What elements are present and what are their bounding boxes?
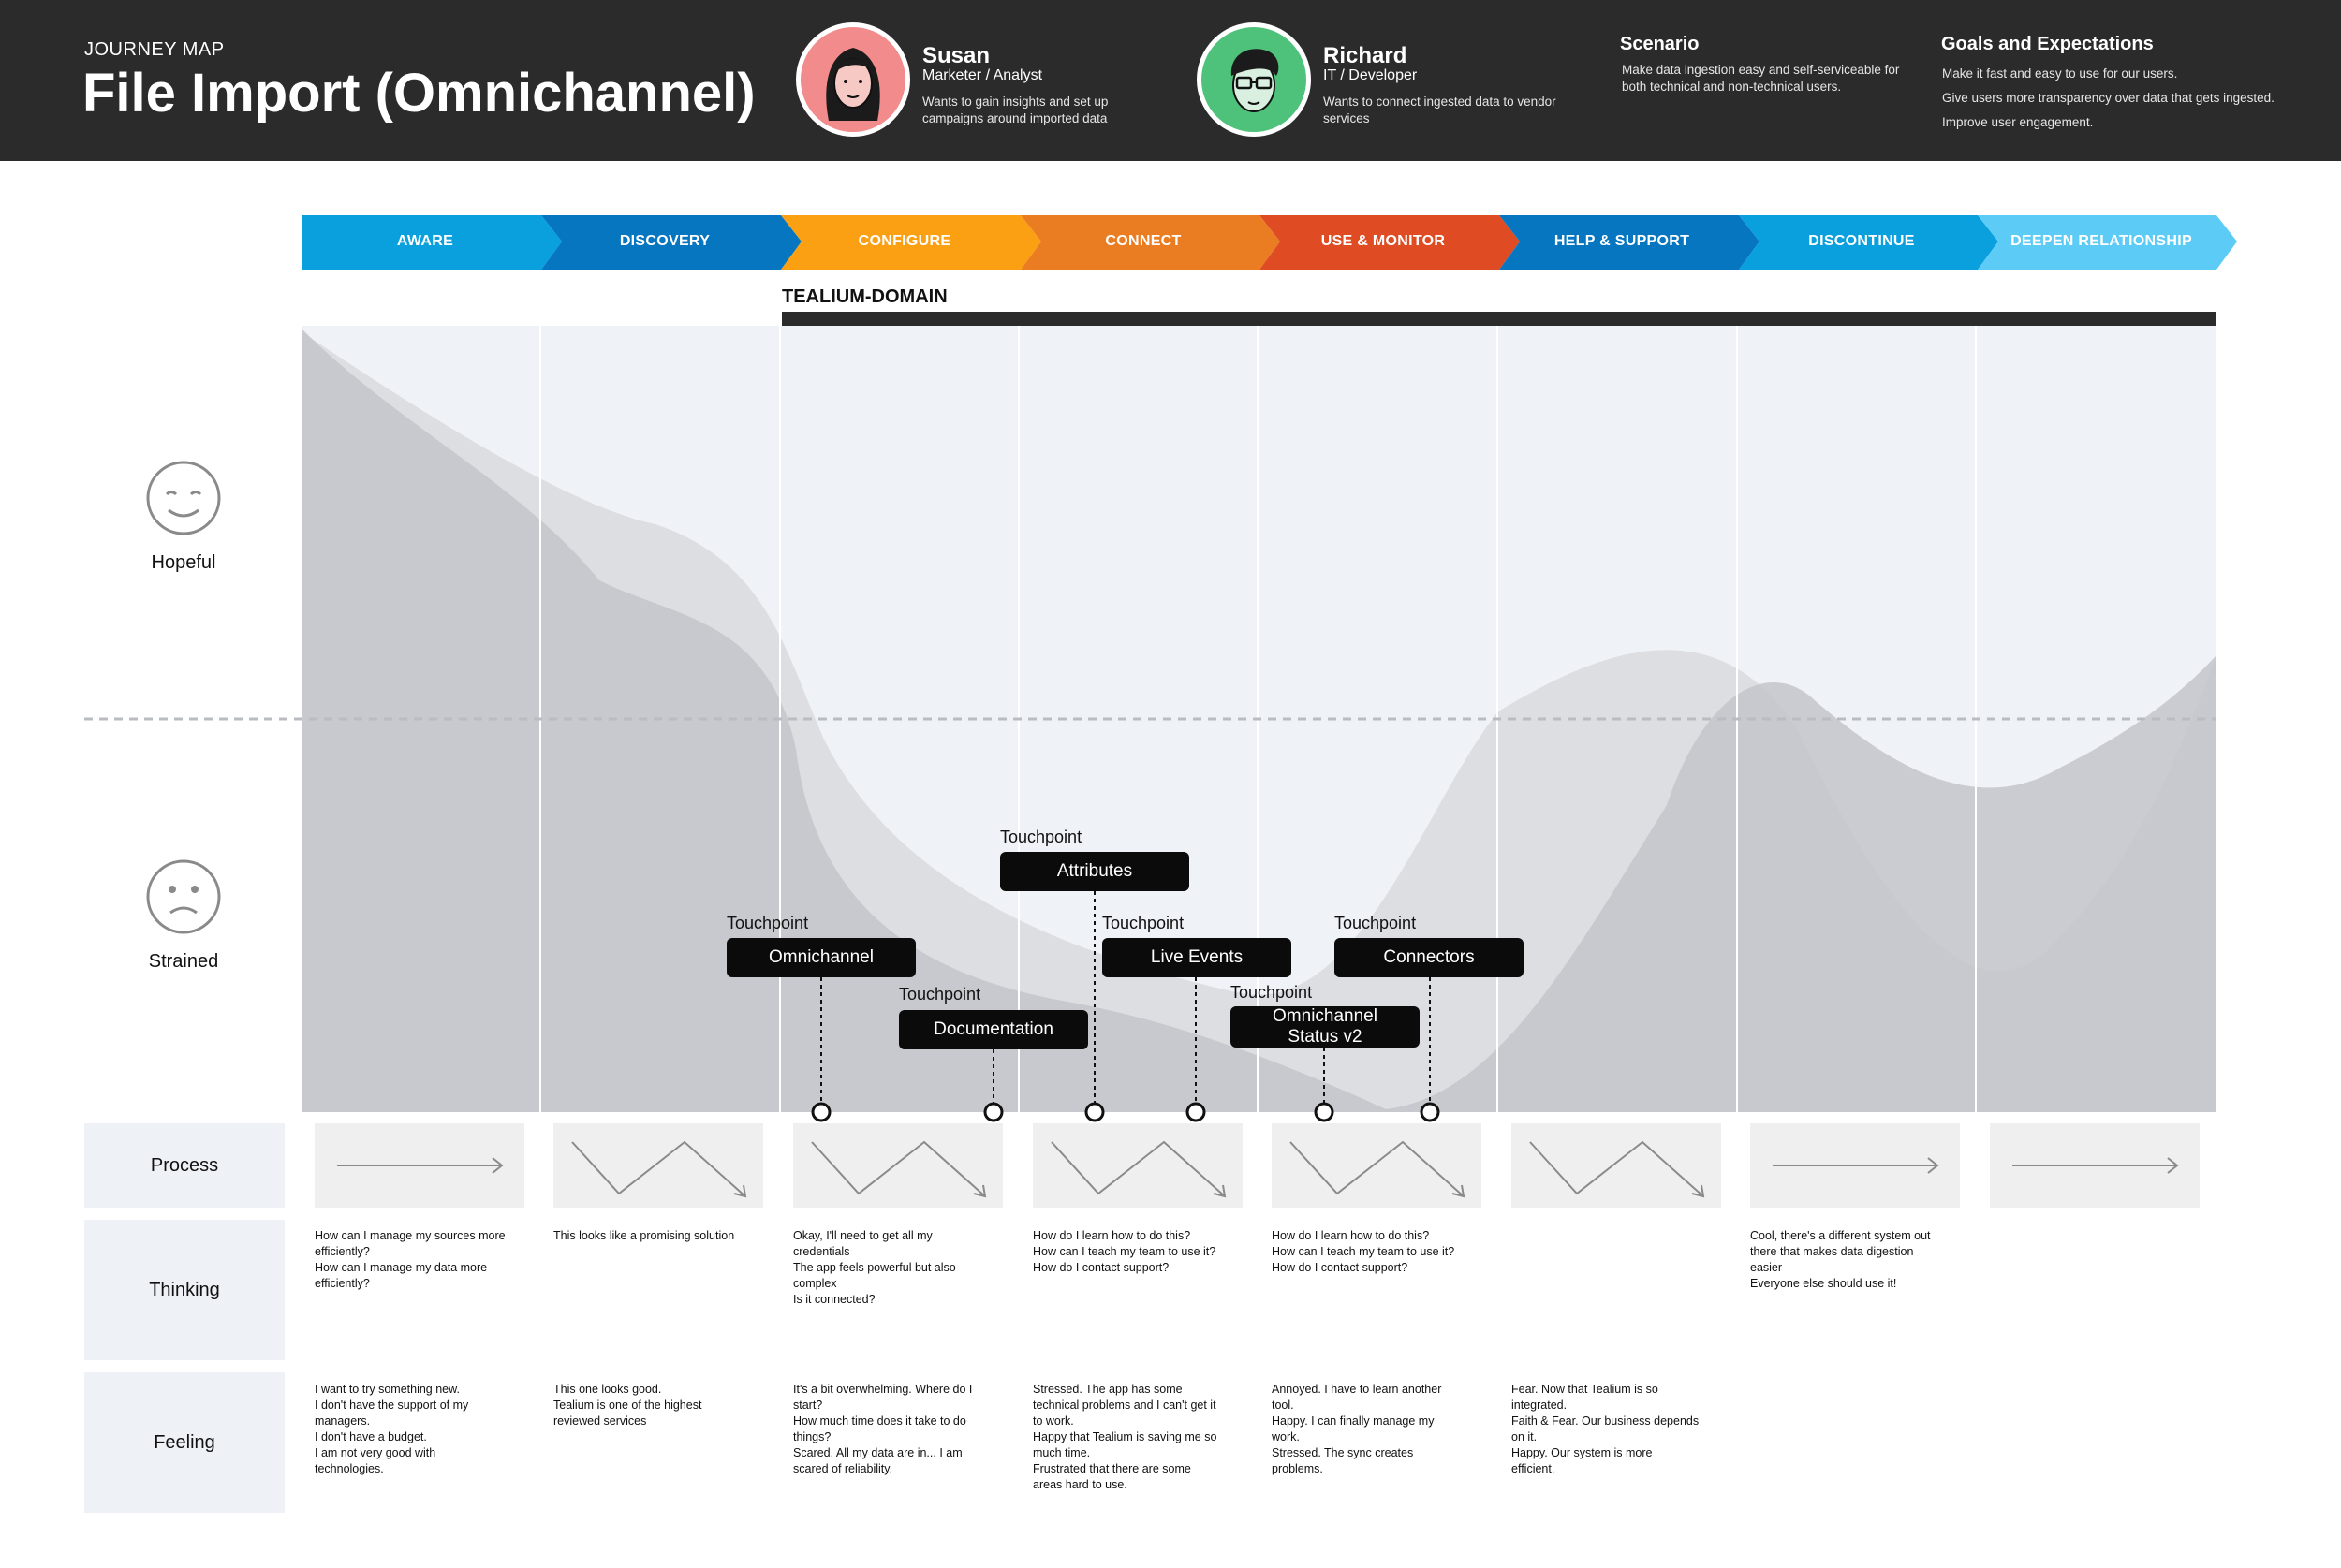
touchpoint-attributes[interactable]: Attributes (1000, 852, 1189, 891)
zigzag-arrow-icon (571, 1140, 747, 1198)
row-label-process: Process (84, 1123, 285, 1208)
process-cell (1990, 1123, 2200, 1208)
process-cell (315, 1123, 524, 1208)
page-title: File Import (Omnichannel) (82, 63, 756, 124)
zigzag-arrow-icon (1529, 1140, 1705, 1198)
process-cell (793, 1123, 1003, 1208)
thinking-discovery: This looks like a promising solution (553, 1229, 735, 1242)
thinking-aware: How can I manage my sources more efficien… (315, 1229, 506, 1290)
feeling-aware: I want to try something new. I don't have… (315, 1383, 469, 1475)
touchpoint-live-events[interactable]: Live Events (1102, 938, 1291, 977)
feeling-connect: Stressed. The app has some technical prob… (1033, 1383, 1217, 1491)
persona-desc-richard: Wants to connect ingested data to vendor… (1323, 95, 1556, 125)
stage-arrow-help-support (1499, 215, 1759, 270)
thinking-configure: Okay, I'll need to get all my credentials… (793, 1229, 956, 1306)
persona-name-richard: Richard (1323, 43, 1407, 68)
feeling-help-support: Fear. Now that Tealium is so integrated. F… (1511, 1383, 1700, 1475)
goals-heading: Goals and Expectations (1941, 34, 2154, 54)
process-cell (1033, 1123, 1243, 1208)
process-cell (1272, 1123, 1481, 1208)
touchpoint-caption: Touchpoint (727, 914, 809, 932)
touchpoint-omnichannel-status-v2[interactable]: Omnichannel Status v2 (1230, 1006, 1420, 1048)
strained-face-icon (146, 859, 221, 934)
arrow-right-icon (1773, 1157, 1939, 1174)
feeling-use-monitor: Annoyed. I have to learn another tool. Hap… (1272, 1383, 1442, 1475)
stage-label-discontinue[interactable]: DISCONTINUE (1808, 233, 1915, 249)
touchpoint-documentation[interactable]: Documentation (899, 1010, 1088, 1049)
touchpoint-markers (811, 1102, 1440, 1122)
row-label-feeling: Feeling (84, 1372, 285, 1513)
stage-label-aware[interactable]: AWARE (396, 233, 454, 249)
stage-arrow-discontinue (1739, 215, 1998, 270)
scenario-heading: Scenario (1620, 34, 1700, 54)
stage-label-help-support[interactable]: HELP & SUPPORT (1553, 233, 1690, 249)
process-cell (1511, 1123, 1721, 1208)
header-bar: JOURNEY MAP File Import (Omnichannel) Su… (0, 0, 2341, 161)
goals-text: Make it fast and easy to use for our use… (1942, 66, 2275, 129)
zigzag-arrow-icon (1289, 1140, 1465, 1198)
process-cell (1750, 1123, 1960, 1208)
stage-arrow-discovery (541, 215, 802, 270)
stage-label-connect[interactable]: CONNECT (1105, 233, 1182, 249)
domain-dividers (1018, 312, 1977, 326)
stage-label-discovery[interactable]: DISCOVERY (619, 233, 711, 249)
persona-role-richard: IT / Developer (1323, 67, 1418, 83)
persona-avatar-richard (1197, 22, 1311, 137)
touchpoint-caption: Touchpoint (1334, 914, 1417, 932)
stage-arrow-aware (302, 215, 562, 270)
zigzag-arrow-icon (1051, 1140, 1227, 1198)
hopeful-face-icon (146, 461, 221, 535)
man-face-icon (1230, 49, 1279, 112)
emotion-label-hopeful: Hopeful (151, 552, 216, 573)
touchpoint-connectors[interactable]: Connectors (1334, 938, 1524, 977)
domain-label: TEALIUM-DOMAIN (782, 286, 948, 307)
thinking-connect: How do I learn how to do this? How can I … (1033, 1229, 1216, 1274)
persona-role-susan: Marketer / Analyst (922, 67, 1043, 83)
touchpoint-caption: Touchpoint (1102, 914, 1185, 932)
persona-name-susan: Susan (922, 43, 991, 68)
stage-arrow-use-monitor (1259, 215, 1520, 270)
emotion-label-strained: Strained (148, 951, 219, 972)
touchpoint-omnichannel[interactable]: Omnichannel (727, 938, 916, 977)
touchpoint-caption: Touchpoint (1230, 983, 1313, 1002)
row-label-thinking: Thinking (84, 1220, 285, 1360)
stage-arrow-configure (781, 215, 1041, 270)
arrow-right-icon (337, 1157, 504, 1174)
arrow-right-icon (2012, 1157, 2179, 1174)
stage-label-use-monitor[interactable]: USE & MONITOR (1320, 233, 1446, 249)
domain-bar (782, 312, 2216, 326)
feeling-discovery: This one looks good. Tealium is one of th… (553, 1383, 702, 1428)
touchpoint-caption: Touchpoint (899, 985, 981, 1004)
persona-avatar-susan (796, 22, 910, 137)
touchpoint-caption: Touchpoint (1000, 828, 1082, 846)
process-cell (553, 1123, 763, 1208)
stage-arrow-deepen (1978, 215, 2237, 270)
persona-desc-susan: Wants to gain insights and set up campaig… (922, 95, 1109, 125)
stage-arrow-connect (1021, 215, 1280, 270)
woman-face-icon (826, 48, 880, 121)
stage-label-deepen-relationship[interactable]: DEEPEN RELATIONSHIP (2010, 233, 2192, 249)
scenario-text: Make data ingestion easy and self-servic… (1622, 63, 1900, 94)
stage-label-configure[interactable]: CONFIGURE (858, 233, 951, 249)
header-kicker: JOURNEY MAP (84, 39, 225, 60)
thinking-use-monitor: How do I learn how to do this? How can I … (1272, 1229, 1455, 1274)
thinking-discontinue: Cool, there's a different system out ther… (1750, 1229, 1931, 1290)
zigzag-arrow-icon (811, 1140, 987, 1198)
touchpoint-leaders (820, 891, 1431, 1105)
